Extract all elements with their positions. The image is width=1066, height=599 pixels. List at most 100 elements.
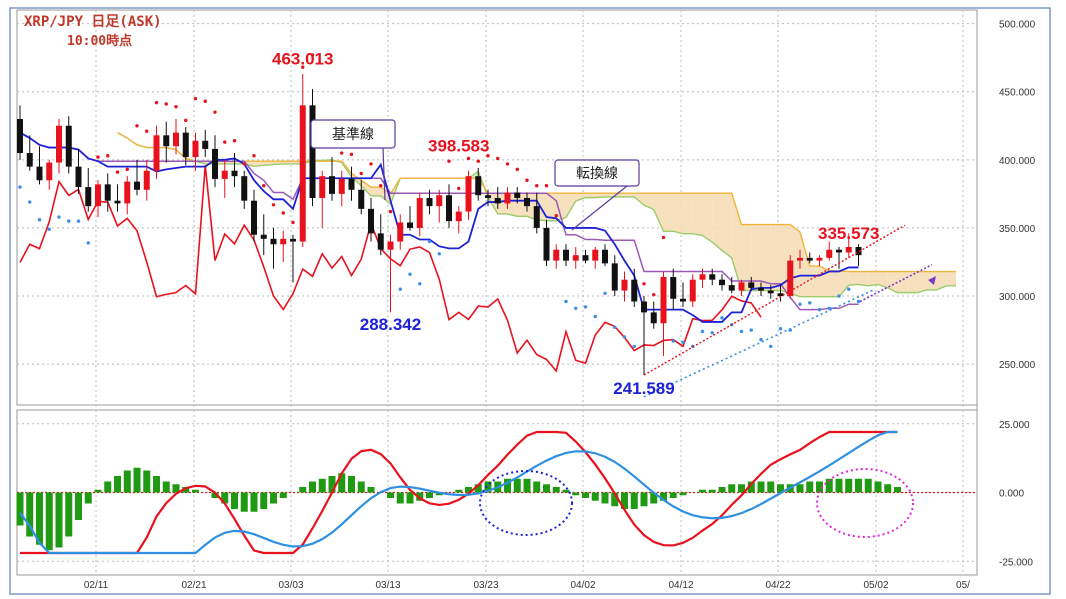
macd-histogram-bar [845, 478, 853, 493]
macd-histogram-bar [348, 476, 355, 493]
candle-body [17, 118, 23, 154]
sar-dot [174, 105, 178, 109]
candle-body [124, 181, 131, 204]
macd-histogram-bar [406, 492, 414, 504]
candle-body [836, 249, 842, 253]
ichimoku-cloud-segment [751, 224, 761, 291]
candle-body [387, 241, 394, 250]
macd-histogram-bar [270, 492, 277, 504]
macd-histogram-bar [650, 492, 658, 504]
sar-dot [67, 219, 71, 223]
x-tick-label: 03/23 [473, 580, 498, 591]
macd-histogram-bar [455, 489, 463, 493]
candle-body [816, 257, 823, 261]
sar-dot [223, 140, 227, 144]
candle-body [260, 234, 267, 239]
macd-histogram-bar [874, 481, 882, 493]
macd-histogram-bar [562, 489, 570, 493]
macd-histogram-bar [123, 470, 131, 493]
macd-histogram-bar [806, 481, 814, 493]
sar-dot [739, 329, 744, 334]
ichimoku-cloud-segment [673, 193, 683, 234]
sar-dot [96, 155, 100, 159]
candle-body [797, 257, 803, 261]
candle-body [231, 170, 238, 177]
sar-dot [798, 302, 802, 306]
candle-body [680, 298, 686, 302]
sar-dot [749, 328, 753, 332]
sar-dot [613, 325, 617, 330]
sar-dot [125, 167, 129, 172]
candle-body [114, 200, 121, 204]
candle-body [36, 166, 43, 181]
sar-dot [106, 154, 110, 158]
ichimoku-cloud-segment [371, 187, 381, 196]
ichimoku-cloud-segment [556, 193, 566, 221]
candle-body [582, 255, 589, 261]
macd-histogram-bar [221, 492, 229, 504]
ichimoku-cloud-segment [741, 224, 752, 291]
macd-histogram-bar [338, 473, 346, 493]
macd-histogram-bar [114, 476, 121, 493]
candle-body [182, 132, 189, 158]
candle-body [446, 195, 452, 222]
callout-box [310, 119, 396, 149]
candle-body [75, 166, 82, 188]
sar-dot [808, 301, 812, 305]
sar-dot [408, 272, 412, 276]
sar-dot [856, 299, 861, 304]
macd-histogram-bar [133, 467, 141, 493]
candle-body [319, 176, 326, 198]
candle-body [709, 274, 716, 280]
macd-histogram-bar [153, 476, 160, 493]
candle-body [553, 249, 560, 261]
ichimoku-cloud-segment [702, 193, 713, 243]
macd-histogram-bar [357, 481, 365, 493]
macd-histogram-bar [240, 492, 248, 512]
macd-histogram-bar [757, 481, 765, 493]
candle-body [241, 176, 248, 201]
x-tick-label: 03/03 [278, 580, 303, 591]
sar-dot [349, 152, 354, 157]
macd-histogram-bar [416, 492, 424, 501]
candle-body [524, 197, 530, 207]
ichimoku-cloud-segment [380, 187, 391, 205]
sar-dot [525, 178, 529, 182]
ichimoku-cloud-segment [936, 271, 947, 290]
macd-histogram-bar [699, 489, 706, 493]
sar-dot [827, 306, 831, 310]
sar-dot [769, 344, 773, 349]
ichimoku-cloud-segment [566, 193, 576, 218]
candle-body [26, 153, 33, 167]
candle-body [358, 189, 365, 209]
macd-histogram-bar [84, 492, 92, 504]
price-tick-label: 250.000 [999, 360, 1036, 371]
macd-histogram-bar [75, 492, 82, 520]
macd-histogram-bar [143, 470, 151, 493]
sar-dot [213, 110, 217, 114]
candle-body [767, 290, 774, 294]
macd-histogram-bar [825, 478, 833, 493]
macd-histogram-bar [104, 481, 112, 493]
candle-body [153, 135, 160, 171]
ichimoku-cloud-segment [361, 180, 371, 196]
sar-dot [340, 151, 344, 155]
ichimoku-cloud-segment [829, 270, 839, 297]
sar-dot [232, 139, 237, 143]
candle-body [494, 197, 501, 204]
macd-histogram-bar [796, 484, 804, 493]
candle-body [455, 211, 462, 222]
candle-body [563, 249, 569, 261]
sar-dot [398, 287, 402, 291]
macd-histogram-bar [504, 478, 511, 493]
sar-dot [535, 184, 539, 188]
macd-histogram-bar [465, 487, 472, 493]
sar-dot [135, 124, 139, 128]
sar-dot [291, 220, 295, 225]
macd-histogram-bar [396, 492, 404, 504]
ichimoku-cloud-segment [634, 193, 644, 206]
macd-histogram-bar [718, 487, 726, 493]
candle-body [699, 274, 706, 280]
sar-dot [671, 339, 675, 343]
